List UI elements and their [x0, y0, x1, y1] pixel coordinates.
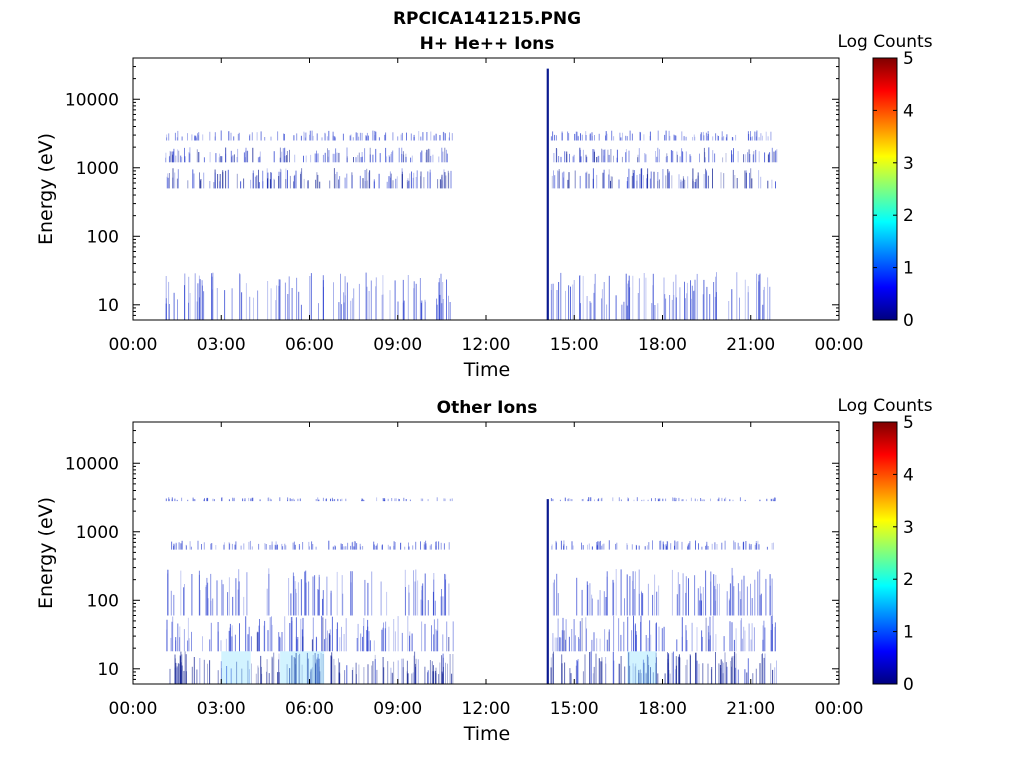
- x-tick-label: 18:00: [638, 335, 687, 355]
- colorbar-tick-label: 3: [903, 518, 914, 538]
- y-tick-label: 100: [87, 227, 119, 247]
- spectrogram-data: [165, 497, 777, 684]
- y-axis: 10 100 1000 10000: [65, 421, 839, 685]
- x-tick-label: 09:00: [373, 335, 422, 355]
- y-tick-label: 1000: [76, 523, 119, 543]
- figure-title: RPCICA141215.PNG: [393, 9, 581, 29]
- colorbar-tick-label: 0: [903, 311, 914, 331]
- y-axis-label: Energy (eV): [35, 133, 57, 245]
- x-tick-label: 03:00: [197, 699, 246, 719]
- colorbar-gradient: [872, 57, 898, 321]
- colorbar-tick-label: 2: [903, 206, 914, 226]
- colorbar-label: Log Counts: [837, 32, 932, 52]
- x-tick-label: 00:00: [815, 699, 864, 719]
- y-axis: 10 100 1000 10000: [65, 57, 839, 321]
- colorbar-tick-label: 1: [903, 259, 914, 279]
- y-tick-label: 1000: [76, 159, 119, 179]
- y-tick-label: 10: [97, 296, 119, 316]
- x-tick-label: 12:00: [462, 699, 511, 719]
- colorbar-tick-label: 4: [903, 101, 914, 121]
- plot-frame: [132, 421, 840, 685]
- spectrogram-high-count-patch: [627, 651, 657, 684]
- y-axis-label: Energy (eV): [35, 497, 57, 609]
- panel-title: H+ He++ Ions: [420, 34, 555, 54]
- x-tick-label: 15:00: [550, 335, 599, 355]
- colorbar-tick-label: 3: [903, 154, 914, 174]
- panel-title: Other Ions: [437, 398, 538, 418]
- y-tick-label: 10000: [65, 90, 119, 110]
- colorbar-tick-label: 4: [903, 465, 914, 485]
- x-tick-label: 03:00: [197, 335, 246, 355]
- x-axis-label: Time: [463, 723, 511, 745]
- colorbar-tick-label: 2: [903, 570, 914, 590]
- y-tick-label: 10000: [65, 454, 119, 474]
- panel-h-he-ions: H+ He++ Ions 00:00 03:00 06:00 09:00 12:00 15…: [35, 32, 933, 381]
- plot-frame: [132, 57, 840, 321]
- colorbar-tick-label: 0: [903, 675, 914, 695]
- x-tick-label: 18:00: [638, 699, 687, 719]
- colorbar-gradient: [872, 421, 898, 685]
- colorbar: Log Counts 0 1 2 3 4 5: [837, 396, 932, 695]
- x-tick-label: 00:00: [815, 335, 864, 355]
- colorbar-tick-label: 1: [903, 623, 914, 643]
- colorbar-tick-label: 5: [903, 49, 914, 69]
- x-tick-label: 21:00: [726, 699, 775, 719]
- x-tick-label: 09:00: [373, 699, 422, 719]
- colorbar-ticks: 0 1 2 3 4 5: [873, 413, 914, 695]
- x-axis: 00:00 03:00 06:00 09:00 12:00 15:00 18:00 21:00…: [109, 58, 864, 355]
- panel-other-ions: Other Ions 00:00 03:00 06:00 09:00 12:00 15:0…: [35, 396, 933, 745]
- spectrogram-high-count-patch: [221, 651, 251, 684]
- x-tick-label: 00:00: [109, 699, 158, 719]
- colorbar: Log Counts 0 1 2 3 4 5: [837, 32, 932, 331]
- x-tick-label: 00:00: [109, 335, 158, 355]
- x-tick-label: 06:00: [285, 699, 334, 719]
- x-axis-label: Time: [463, 359, 511, 381]
- y-tick-label: 10: [97, 660, 119, 680]
- spectrogram-high-count-patch: [280, 651, 325, 684]
- y-tick-label: 100: [87, 591, 119, 611]
- x-tick-label: 21:00: [726, 335, 775, 355]
- colorbar-ticks: 0 1 2 3 4 5: [873, 49, 914, 331]
- colorbar-label: Log Counts: [837, 396, 932, 416]
- colorbar-tick-label: 5: [903, 413, 914, 433]
- x-tick-label: 06:00: [285, 335, 334, 355]
- spectrogram-data: [165, 68, 778, 320]
- x-tick-label: 15:00: [550, 699, 599, 719]
- x-tick-label: 12:00: [462, 335, 511, 355]
- x-axis: 00:00 03:00 06:00 09:00 12:00 15:00 18:00 21:00…: [109, 422, 864, 719]
